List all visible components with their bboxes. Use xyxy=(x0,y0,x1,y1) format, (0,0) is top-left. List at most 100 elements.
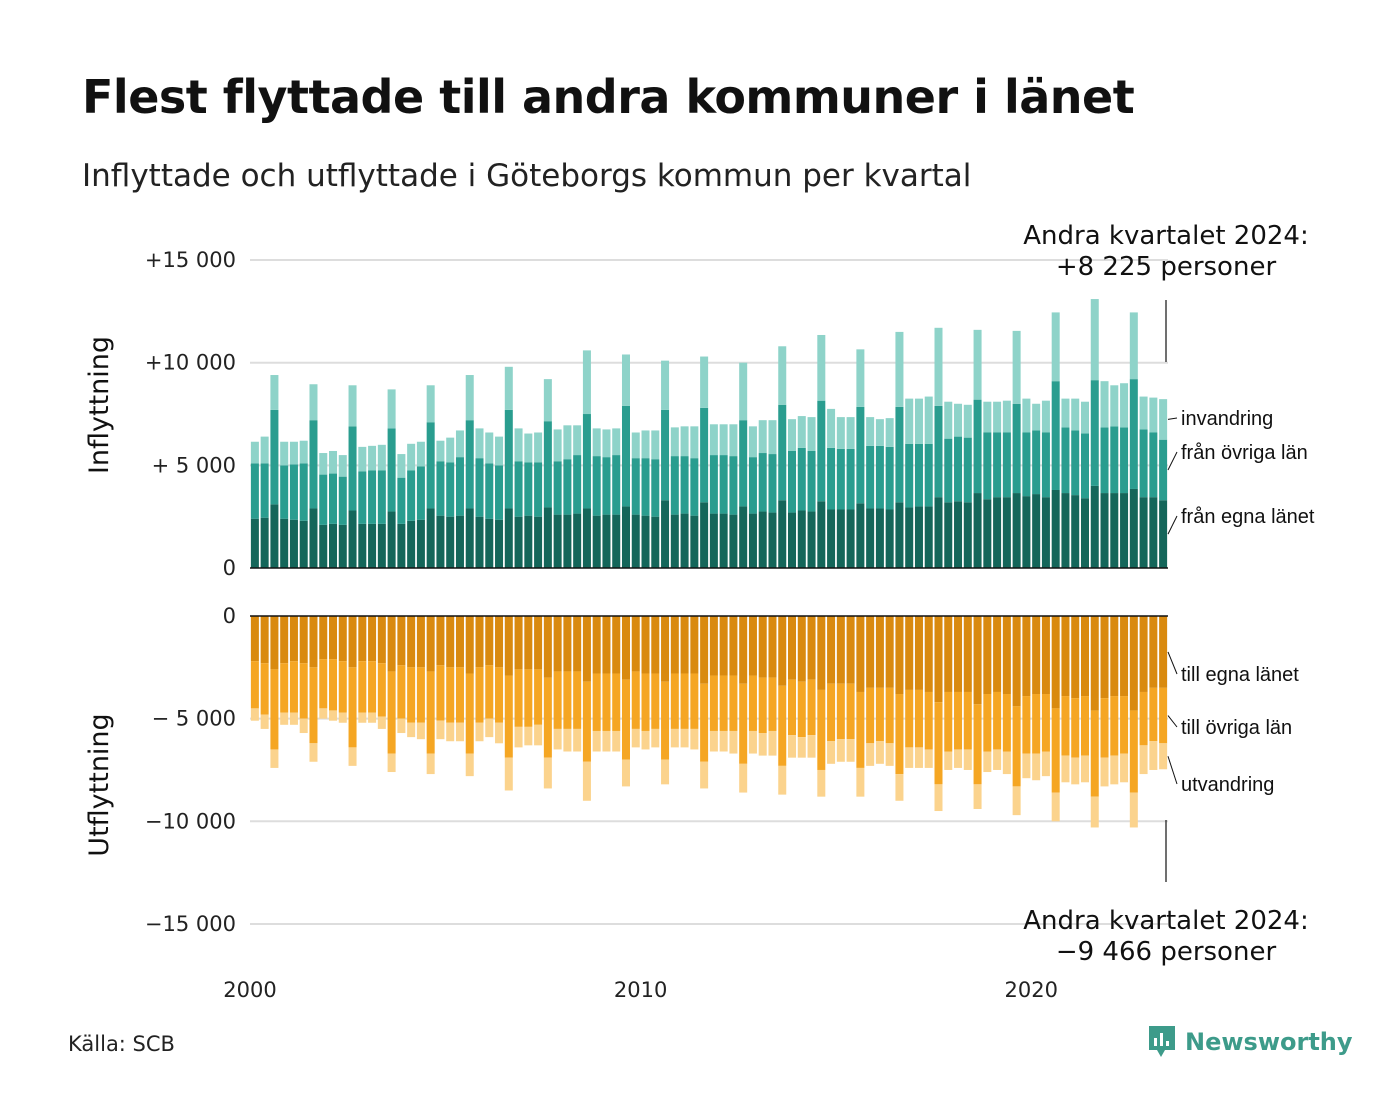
y-tick-top-0: 0 xyxy=(223,556,236,580)
brand-logo[interactable]: Newsworthy xyxy=(1147,1024,1353,1060)
bar-in-0-53 xyxy=(768,512,777,568)
bar-ut-2-53 xyxy=(768,730,777,756)
bar-ut-0-70 xyxy=(934,616,943,703)
bar-in-1-28 xyxy=(524,462,533,516)
bar-ut-0-84 xyxy=(1071,616,1080,699)
bar-in-1-64 xyxy=(875,445,884,509)
bar-ut-1-27 xyxy=(514,669,523,727)
bar-in-2-38 xyxy=(621,354,630,406)
x-ticks: 2000 2010 2020 xyxy=(223,978,1058,1002)
y-tick-bottom-0: 0 xyxy=(223,604,236,628)
bar-ut-2-48 xyxy=(719,730,728,752)
bar-in-0-55 xyxy=(788,512,797,568)
bar-in-1-47 xyxy=(709,455,718,514)
annotation-bottom-line2: −9 466 personer xyxy=(1056,937,1277,967)
bar-in-0-89 xyxy=(1120,493,1129,568)
bar-in-0-81 xyxy=(1041,497,1050,568)
bar-in-0-17 xyxy=(416,519,425,568)
bar-ut-1-47 xyxy=(709,675,718,731)
bar-ut-2-92 xyxy=(1149,741,1158,770)
series-label-in-0: från egna länet xyxy=(1181,506,1315,528)
bar-in-1-74 xyxy=(973,399,982,494)
bar-ut-0-29 xyxy=(534,616,543,670)
bar-in-0-65 xyxy=(885,509,894,568)
bar-ut-2-10 xyxy=(348,747,357,766)
bar-ut-1-79 xyxy=(1022,696,1031,754)
bar-in-0-36 xyxy=(602,514,611,568)
bar-ut-1-30 xyxy=(543,677,552,758)
bar-ut-2-76 xyxy=(993,749,1002,770)
bar-ut-1-90 xyxy=(1129,710,1138,793)
chart: 0 + 5 000 +10 000 +15 000 0 − 5 000 −10 000 −1… xyxy=(84,221,1315,1002)
bar-ut-1-29 xyxy=(534,669,543,725)
bar-ut-1-48 xyxy=(719,675,728,731)
bar-in-2-9 xyxy=(338,455,347,477)
bar-in-1-51 xyxy=(748,457,757,514)
x-tick-1: 2010 xyxy=(614,978,667,1002)
bar-in-1-65 xyxy=(885,446,894,510)
bar-in-1-15 xyxy=(397,477,406,524)
bar-ut-1-62 xyxy=(856,691,865,768)
bar-ut-2-11 xyxy=(358,712,367,723)
bar-in-1-90 xyxy=(1129,379,1138,489)
bar-in-2-57 xyxy=(807,417,816,451)
bar-in-2-88 xyxy=(1110,385,1119,427)
bar-ut-1-28 xyxy=(524,669,533,727)
bar-in-2-28 xyxy=(524,433,533,463)
bar-ut-2-85 xyxy=(1080,755,1089,783)
bar-ut-2-29 xyxy=(534,724,543,746)
bar-in-0-74 xyxy=(973,493,982,568)
bar-ut-2-63 xyxy=(866,743,875,766)
bar-in-1-83 xyxy=(1061,427,1070,494)
bar-ut-0-52 xyxy=(758,616,767,678)
bar-in-1-53 xyxy=(768,454,777,513)
bar-ut-1-85 xyxy=(1080,696,1089,756)
bar-in-2-56 xyxy=(797,416,806,448)
source-note: Källa: SCB xyxy=(68,1032,175,1056)
bar-ut-2-72 xyxy=(954,749,963,768)
bar-ut-1-9 xyxy=(338,661,347,713)
bar-in-1-63 xyxy=(866,445,875,509)
bar-ut-1-14 xyxy=(387,671,396,754)
bar-ut-2-80 xyxy=(1032,753,1041,781)
bar-ut-1-68 xyxy=(914,689,923,748)
bar-in-0-76 xyxy=(993,497,1002,568)
bar-ut-0-28 xyxy=(524,616,533,670)
bar-in-0-64 xyxy=(875,508,884,568)
bar-in-2-12 xyxy=(368,445,377,471)
bar-in-2-93 xyxy=(1159,399,1168,440)
bar-ut-1-67 xyxy=(905,689,914,748)
bar-ut-1-80 xyxy=(1032,694,1041,754)
bar-ut-1-44 xyxy=(680,673,689,729)
bar-ut-2-93 xyxy=(1159,743,1168,770)
bar-ut-0-11 xyxy=(358,616,367,662)
bar-in-1-13 xyxy=(377,470,386,524)
bar-ut-0-23 xyxy=(475,616,484,668)
bar-ut-1-83 xyxy=(1061,696,1070,756)
bar-in-0-61 xyxy=(846,509,855,568)
bar-ut-0-51 xyxy=(748,616,757,676)
bar-ut-0-26 xyxy=(504,616,513,676)
bar-ut-2-50 xyxy=(739,763,748,793)
bar-in-0-28 xyxy=(524,515,533,568)
bar-ut-0-72 xyxy=(954,616,963,692)
bar-ut-1-42 xyxy=(661,681,670,760)
bar-in-1-75 xyxy=(983,432,992,500)
bar-in-1-21 xyxy=(455,457,464,516)
bar-in-2-47 xyxy=(709,424,718,456)
y-ticks-top: 0 + 5 000 +10 000 +15 000 xyxy=(145,248,236,580)
bar-in-2-53 xyxy=(768,420,777,455)
bar-in-2-26 xyxy=(504,366,513,410)
bar-in-2-13 xyxy=(377,444,386,471)
bar-in-0-67 xyxy=(905,507,914,568)
bar-in-0-26 xyxy=(504,508,513,568)
bar-in-1-80 xyxy=(1032,430,1041,495)
bar-in-0-33 xyxy=(573,513,582,568)
bar-ut-0-76 xyxy=(993,616,1002,692)
y-tick-top-3: +15 000 xyxy=(145,248,236,272)
bar-ut-1-93 xyxy=(1159,687,1168,744)
bar-ut-2-44 xyxy=(680,728,689,748)
bar-ut-2-6 xyxy=(309,743,318,762)
bar-ut-0-67 xyxy=(905,616,914,690)
bar-ut-2-14 xyxy=(387,753,396,773)
